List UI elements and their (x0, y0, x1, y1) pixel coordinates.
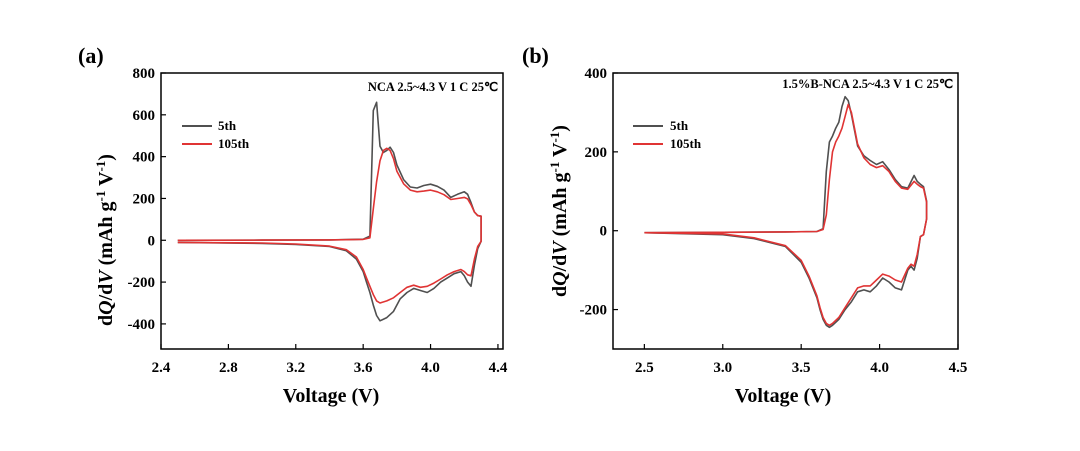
panel-b-y-tick-label: 0 (600, 224, 608, 240)
panel-a-condition-annotation: NCA 2.5~4.3 V 1 C 25℃ (368, 80, 498, 94)
panel-b-x-tick-label: 4.5 (949, 360, 968, 376)
panel-a-y-tick-label: -400 (128, 317, 156, 333)
panel-a-x-tick-label: 2.4 (152, 360, 171, 376)
panel-b-condition-annotation: 1.5%B-NCA 2.5~4.3 V 1 C 25℃ (782, 77, 953, 91)
panel-a-x-tick-label: 4.4 (489, 360, 508, 376)
panel-b-y-tick-label: 200 (585, 145, 608, 161)
panel-a-y-tick-label: -200 (128, 275, 156, 291)
panel-a-label: (a) (78, 43, 104, 68)
panel-b-x-axis-label: Voltage (V) (735, 385, 831, 407)
panel-a-x-tick-label: 3.6 (354, 360, 373, 376)
panel-a-x-tick-label: 2.8 (219, 360, 238, 376)
panel-b-x-tick-label: 2.5 (635, 360, 654, 376)
panel-b-x-tick-label: 4.0 (870, 360, 889, 376)
panel-b-y-axis-label: dQ/dV (mAh g-1 V-1) (547, 125, 572, 297)
panel-a-series-line-105th (177, 147, 482, 304)
panel-a-y-tick-label: 600 (133, 108, 156, 124)
panel-a-legend: 5th 105th (182, 118, 250, 151)
panel-b-plot-frame (612, 72, 959, 350)
panel-b-legend-label-5th: 5th (670, 118, 689, 133)
panel-b-series-line-105th (644, 103, 928, 327)
panel-a-legend-label-105th: 105th (218, 136, 250, 151)
panel-a-y-axis-label: dQ/dV (mAh g-1 V-1) (93, 154, 118, 326)
panel-b-x-tick-label: 3.0 (713, 360, 732, 376)
panel-b-plot: 2.5 3.0 3.5 4.0 4.5 -200 0 200 400 (580, 66, 968, 376)
panel-a-x-tick-label: 3.2 (286, 360, 305, 376)
panel-a: (a) dQ/dV (mAh g-1 V-1) 2.4 2.8 3.2 3.6 4.0 4… (78, 43, 508, 407)
panel-b-x-tick-label: 3.5 (792, 360, 811, 376)
panel-a-x-tick-label: 4.0 (421, 360, 440, 376)
panel-a-plot: 2.4 2.8 3.2 3.6 4.0 4.4 -400 -200 0 200 400 600 800 (128, 66, 508, 376)
panel-b: (b) dQ/dV (mAh g-1 V-1) 2.5 3.0 3.5 4.0 4.5 -… (522, 43, 967, 407)
panel-b-legend-label-105th: 105th (670, 136, 702, 151)
panel-b-y-tick-label: 400 (585, 66, 608, 82)
panel-a-y-tick-label: 200 (133, 191, 156, 207)
panel-a-legend-label-5th: 5th (218, 118, 237, 133)
panel-b-label: (b) (522, 43, 549, 68)
panel-b-y-tick-label: -200 (580, 303, 608, 319)
panel-b-legend: 5th 105th (633, 118, 702, 151)
panel-a-plot-frame (160, 72, 504, 350)
panel-a-y-tick-label: 800 (133, 66, 156, 82)
panel-a-y-tick-label: 0 (148, 233, 156, 249)
panel-a-y-tick-label: 400 (133, 150, 156, 166)
panel-a-x-axis-label: Voltage (V) (283, 385, 379, 407)
